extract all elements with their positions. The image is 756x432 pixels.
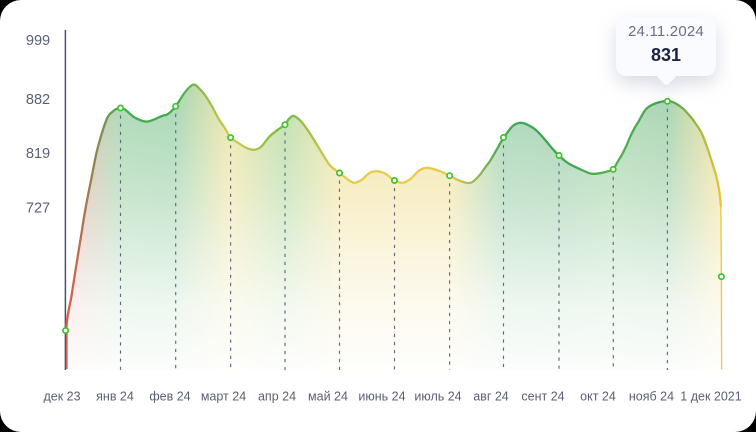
svg-text:727: 727 <box>26 201 50 217</box>
svg-text:март 24: март 24 <box>201 390 246 404</box>
svg-text:июнь 24: июнь 24 <box>358 390 405 404</box>
svg-text:июль 24: июль 24 <box>414 390 461 404</box>
svg-text:окт 24: окт 24 <box>580 390 616 404</box>
svg-text:нояб 24: нояб 24 <box>629 390 674 404</box>
svg-text:май 24: май 24 <box>308 390 348 404</box>
svg-text:янв 24: янв 24 <box>96 390 134 404</box>
svg-text:апр 24: апр 24 <box>258 390 296 404</box>
svg-text:сент 24: сент 24 <box>521 390 564 404</box>
svg-text:819: 819 <box>26 146 50 162</box>
svg-text:фев 24: фев 24 <box>149 390 190 404</box>
svg-text:авг 24: авг 24 <box>473 390 509 404</box>
svg-text:1 дек 2021: 1 дек 2021 <box>680 390 741 404</box>
svg-text:дек 23: дек 23 <box>43 390 80 404</box>
svg-text:999: 999 <box>26 33 50 49</box>
svg-text:882: 882 <box>26 92 50 108</box>
